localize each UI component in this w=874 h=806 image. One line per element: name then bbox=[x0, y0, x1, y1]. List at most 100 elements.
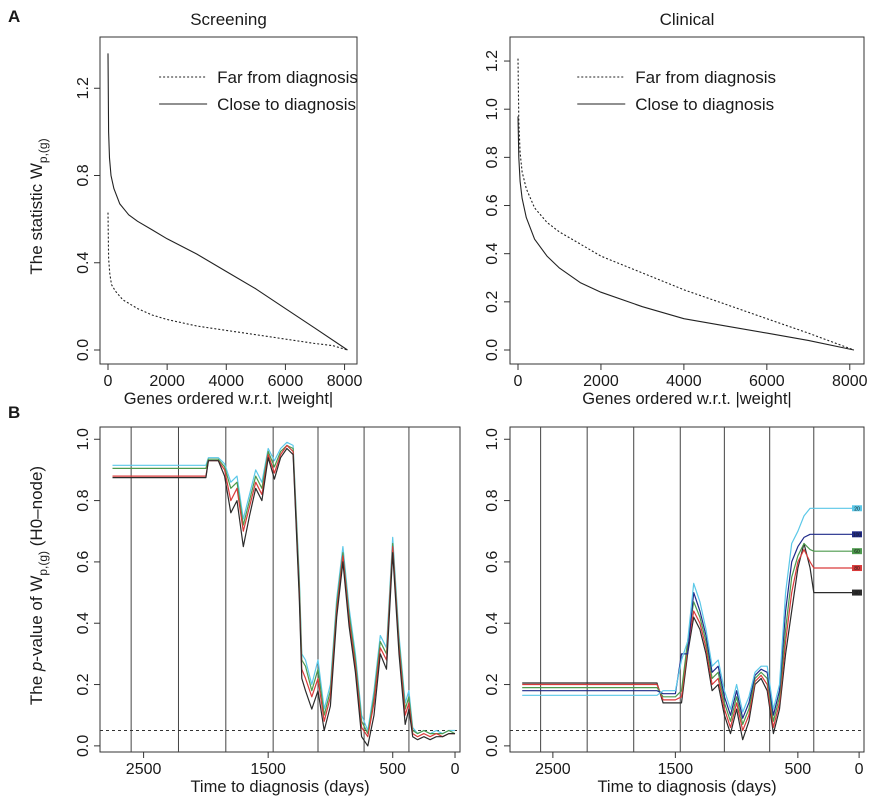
y-tick-label: 0.0 bbox=[484, 735, 501, 757]
plot-frame bbox=[99, 426, 461, 753]
series-line bbox=[112, 444, 456, 735]
y-tick-label: 0.2 bbox=[484, 291, 501, 313]
series-line bbox=[522, 507, 860, 713]
plot-2: Clinical 0.0 0.2 0.4 0.6 0.8 1.0 1.2 0 2000 4000 60… bbox=[484, 10, 868, 408]
series-end-marker bbox=[852, 589, 862, 596]
series-line bbox=[522, 542, 860, 741]
y-tick-label: 0.8 bbox=[484, 146, 501, 168]
y-tick-label: 0.2 bbox=[75, 673, 92, 695]
plot-frame bbox=[99, 36, 358, 365]
y-axis-label-italic: p bbox=[27, 662, 46, 672]
plot-title: Screening bbox=[190, 10, 267, 29]
series-layer bbox=[107, 53, 348, 351]
series-line bbox=[107, 212, 348, 351]
reference-lines bbox=[510, 427, 864, 752]
y-axis-label-suffix: (H0–node) bbox=[27, 466, 46, 551]
x-tick-label: 0 bbox=[451, 761, 460, 778]
y-tick-label: 0.8 bbox=[75, 164, 92, 186]
series-line bbox=[517, 116, 855, 351]
y-tick-label: 1.2 bbox=[75, 77, 92, 99]
x-tick-label: 0 bbox=[514, 373, 523, 390]
series-end-label: 20 bbox=[854, 506, 860, 512]
y-axis-label-prefix: The bbox=[27, 671, 46, 705]
y-tick-label: 0.4 bbox=[75, 612, 92, 634]
x-tick-label: 2500 bbox=[126, 761, 162, 778]
x-tick-label: 4000 bbox=[208, 373, 244, 390]
x-axis-label: Time to diagnosis (days) bbox=[597, 778, 776, 796]
legend-label: Far from diagnosis bbox=[635, 68, 776, 87]
series-line bbox=[112, 444, 455, 738]
x-tick-label: 0 bbox=[855, 761, 864, 778]
series-line bbox=[522, 542, 860, 726]
y-axis-label-subscript: p,(g) bbox=[36, 551, 50, 576]
y-tick-label: 0.6 bbox=[75, 551, 92, 573]
y-tick-label: 1.0 bbox=[75, 428, 92, 450]
x-tick-label: 2500 bbox=[535, 761, 571, 778]
series-line bbox=[107, 53, 348, 351]
y-tick-label: 1.2 bbox=[484, 50, 501, 72]
y-axis-label: The statistic Wp,(g) bbox=[27, 138, 50, 274]
y-axis-label-subscript: p,(g) bbox=[36, 138, 50, 163]
legend-label: Close to diagnosis bbox=[635, 95, 774, 114]
series-line bbox=[112, 447, 455, 747]
series-layer bbox=[522, 507, 860, 741]
reference-lines bbox=[100, 427, 460, 752]
series-end-marker bbox=[852, 565, 862, 572]
y-tick-label: 0.6 bbox=[484, 551, 501, 573]
plot-frame bbox=[509, 426, 865, 753]
y-tick-label: 0.0 bbox=[75, 735, 92, 757]
x-tick-label: 8000 bbox=[327, 373, 363, 390]
x-tick-label: 6000 bbox=[268, 373, 304, 390]
x-axis-label: Genes ordered w.r.t. |weight| bbox=[582, 390, 791, 408]
y-tick-label: 1.0 bbox=[484, 98, 501, 120]
y-axis-label-main: -value of W bbox=[27, 576, 46, 662]
legend-label: Far from diagnosis bbox=[217, 68, 358, 87]
plot-4: 0.0 0.2 0.4 0.6 0.8 1.0 2500 1500 500 0 Time to di… bbox=[484, 426, 865, 796]
series-layer bbox=[517, 58, 855, 351]
plot-title: Clinical bbox=[660, 10, 715, 29]
plot-frame bbox=[509, 36, 865, 365]
y-tick-label: 0.4 bbox=[75, 252, 92, 274]
series-layer bbox=[112, 441, 456, 747]
x-tick-label: 500 bbox=[379, 761, 406, 778]
panel-letter-a: A bbox=[8, 7, 20, 26]
series-end-label: 80 bbox=[854, 566, 860, 572]
y-tick-label: 0.4 bbox=[484, 242, 501, 264]
y-tick-label: 0.8 bbox=[484, 489, 501, 511]
series-end-label: 60 bbox=[854, 549, 860, 555]
y-tick-label: 0.0 bbox=[75, 339, 92, 361]
series-line bbox=[522, 548, 860, 732]
series-line bbox=[517, 58, 855, 351]
x-tick-label: 1500 bbox=[658, 761, 694, 778]
legend-label: Close to diagnosis bbox=[217, 95, 356, 114]
x-tick-label: 2000 bbox=[149, 373, 185, 390]
y-tick-label: 1.0 bbox=[484, 428, 501, 450]
x-axis-label: Time to diagnosis (days) bbox=[190, 778, 369, 796]
x-tick-label: 4000 bbox=[666, 373, 702, 390]
x-tick-label: 6000 bbox=[749, 373, 785, 390]
y-tick-label: 0.0 bbox=[484, 339, 501, 361]
x-tick-label: 1500 bbox=[250, 761, 286, 778]
series-end-marker bbox=[852, 531, 862, 538]
series-end-marker bbox=[852, 548, 862, 555]
plot-3: 0.0 0.2 0.4 0.6 0.8 1.0 2500 1500 500 0 Time to di… bbox=[27, 426, 461, 796]
series-end-label: 100 bbox=[853, 532, 862, 538]
series-line bbox=[522, 533, 860, 719]
panel-letter-b: B bbox=[8, 403, 20, 422]
y-tick-label: 0.8 bbox=[75, 489, 92, 511]
x-axis-label: Genes ordered w.r.t. |weight| bbox=[124, 390, 333, 408]
x-tick-label: 500 bbox=[785, 761, 812, 778]
plot-1: Screening 0.0 0.4 0.8 1.2 0 2000 4000 6000 8000Ge… bbox=[27, 10, 362, 408]
x-tick-label: 2000 bbox=[583, 373, 619, 390]
series-end-label: 40 bbox=[854, 591, 860, 597]
x-tick-label: 8000 bbox=[832, 373, 868, 390]
y-tick-label: 0.2 bbox=[484, 673, 501, 695]
y-axis-label-main: The statistic W bbox=[27, 163, 46, 274]
y-axis-label: The p-value of Wp,(g) (H0–node) bbox=[27, 466, 50, 705]
series-end-marker bbox=[852, 505, 862, 512]
y-tick-label: 0.4 bbox=[484, 612, 501, 634]
x-tick-label: 0 bbox=[104, 373, 113, 390]
y-tick-label: 0.6 bbox=[484, 194, 501, 216]
